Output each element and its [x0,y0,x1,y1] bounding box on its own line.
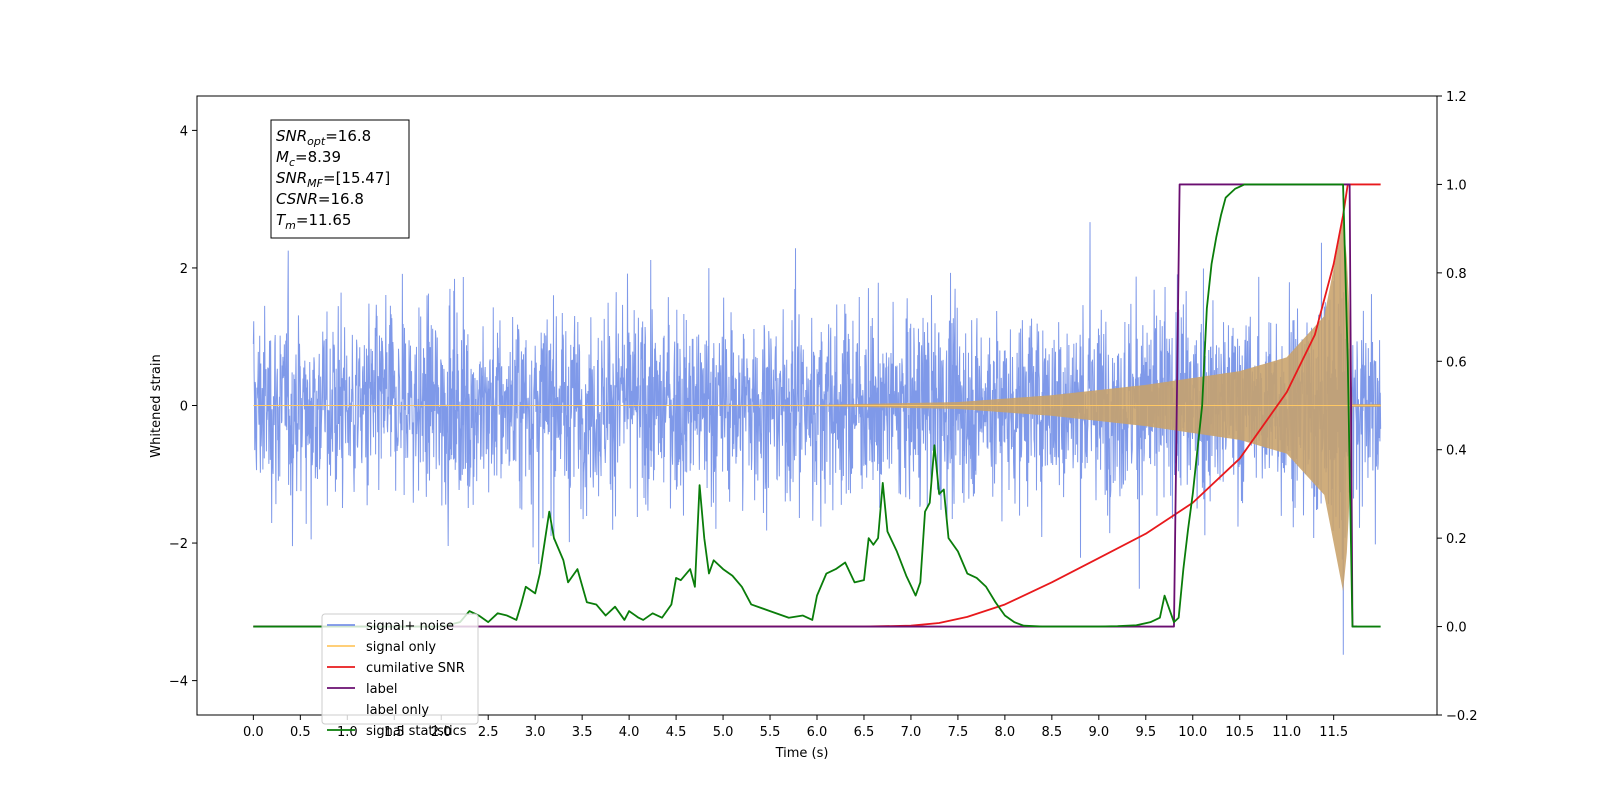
legend-label: signal+ noise [366,619,454,634]
info-symbol: CSNR [276,190,318,208]
y2-tick-label: 0.4 [1446,444,1467,459]
plot-area [252,183,1382,655]
x-tick-label: 9.5 [1135,725,1156,740]
legend: signal+ noise signal only cumilative SNR la… [321,613,479,739]
info-subscript: m [285,219,296,232]
y2-tick-label: 0.2 [1446,532,1467,547]
info-subscript: c [289,156,295,169]
x-tick-label: 3.0 [525,725,546,740]
y-tick-label: −2 [169,537,188,552]
info-box-line: CSNR=16.8 [276,190,364,208]
x-tick-label: 0.0 [243,725,264,740]
x-tick-label: 0.5 [290,725,311,740]
info-symbol: SNR [276,127,307,145]
x-tick-label: 11.5 [1319,725,1348,740]
x-tick-label: 6.5 [854,725,875,740]
legend-label: label [366,682,397,697]
info-subscript: MF [307,177,323,190]
info-symbol: M [276,148,289,166]
info-value: =[15.47] [323,169,390,187]
x-tick-label: 11.0 [1272,725,1301,740]
info-box-frame [270,119,410,239]
legend-label: signal statistics [366,724,467,739]
x-tick-label: 10.0 [1178,725,1207,740]
x-tick-label: 7.5 [948,725,969,740]
info-box-line: Tm=11.65 [276,211,351,232]
axes: 0.0 0.5 1.0 1.5 2.0 2.5 3.0 3.5 4.0 4.5 5.0 5.5 6.0 6… [169,90,1478,740]
info-value: =8.39 [295,148,341,166]
y2-tick-label: 1.0 [1446,178,1467,193]
y-tick-label: 4 [180,124,188,139]
series-signal-statistics-line [253,183,1381,628]
info-symbol: SNR [276,169,307,187]
x-tick-label: 4.5 [666,725,687,740]
x-tick-label: 5.5 [760,725,781,740]
legend-label: cumilative SNR [366,661,465,676]
info-value: =16.8 [318,190,364,208]
x-tick-label: 8.5 [1042,725,1063,740]
y-axis-label: Whitened strain [149,354,164,457]
x-tick-label: 6.0 [807,725,828,740]
x-tick-label: 2.0 [431,725,452,740]
x-tick-label: 3.5 [572,725,593,740]
y2-tick-label: −0.2 [1446,709,1478,724]
y-tick-label: −4 [169,675,188,690]
info-symbol: T [276,211,287,229]
x-axis-label: Time (s) [775,746,829,761]
info-box-line: SNRMF=[15.47] [276,169,390,190]
x-tick-label: 9.0 [1088,725,1109,740]
info-value: =16.8 [325,127,371,145]
x-tick-label: 1.0 [337,725,358,740]
legend-label: label only [366,703,429,718]
legend-label: signal only [366,640,436,655]
y2-tick-label: 0.0 [1446,621,1467,636]
x-tick-label: 2.5 [478,725,499,740]
x-tick-label: 1.5 [384,725,405,740]
y-tick-label: 2 [180,262,188,277]
info-value: =11.65 [296,211,352,229]
x-tick-label: 5.0 [713,725,734,740]
info-box-line: Mc=8.39 [276,148,341,169]
x-tick-label: 10.5 [1225,725,1254,740]
series-cumulative-snr-line [253,183,1381,628]
x-tick-label: 4.0 [619,725,640,740]
info-box-line: SNRopt=16.8 [276,127,371,148]
info-subscript: opt [307,135,326,148]
legend-frame [321,613,479,725]
x-tick-label: 7.0 [901,725,922,740]
y2-tick-label: 1.2 [1446,90,1467,105]
y2-tick-label: 0.6 [1446,355,1467,370]
info-box: SNRopt=16.8Mc=8.39SNRMF=[15.47]CSNR=16.8… [270,119,410,239]
x-tick-label: 8.0 [995,725,1016,740]
y-tick-label: 0 [180,400,188,415]
y2-tick-label: 0.8 [1446,267,1467,282]
